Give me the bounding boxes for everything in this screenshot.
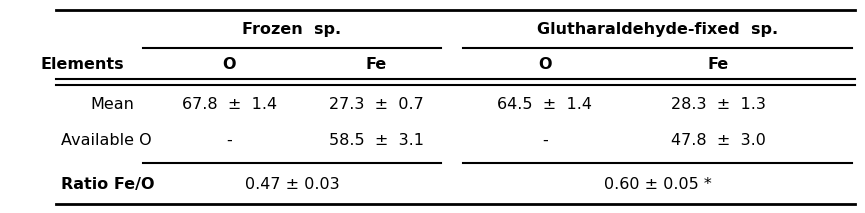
- Text: 67.8  ±  1.4: 67.8 ± 1.4: [182, 97, 277, 112]
- Text: 0.60 ± 0.05 *: 0.60 ± 0.05 *: [604, 177, 711, 192]
- Text: 58.5  ±  3.1: 58.5 ± 3.1: [329, 133, 424, 148]
- Text: Fe: Fe: [708, 58, 728, 72]
- Text: 47.8  ±  3.0: 47.8 ± 3.0: [670, 133, 766, 148]
- Text: Glutharaldehyde-fixed  sp.: Glutharaldehyde-fixed sp.: [537, 22, 778, 37]
- Text: O: O: [222, 58, 236, 72]
- Text: 0.47 ± 0.03: 0.47 ± 0.03: [245, 177, 339, 192]
- Text: O: O: [538, 58, 552, 72]
- Text: -: -: [542, 133, 548, 148]
- Text: -: -: [227, 133, 232, 148]
- Text: Fe: Fe: [366, 58, 387, 72]
- Text: 27.3  ±  0.7: 27.3 ± 0.7: [329, 97, 424, 112]
- Text: Available O: Available O: [61, 133, 151, 148]
- Text: 28.3  ±  1.3: 28.3 ± 1.3: [670, 97, 766, 112]
- Text: Elements: Elements: [41, 58, 124, 72]
- Text: 64.5  ±  1.4: 64.5 ± 1.4: [497, 97, 593, 112]
- Text: Ratio Fe/O: Ratio Fe/O: [61, 177, 154, 192]
- Text: Mean: Mean: [91, 97, 134, 112]
- Text: Frozen  sp.: Frozen sp.: [242, 22, 342, 37]
